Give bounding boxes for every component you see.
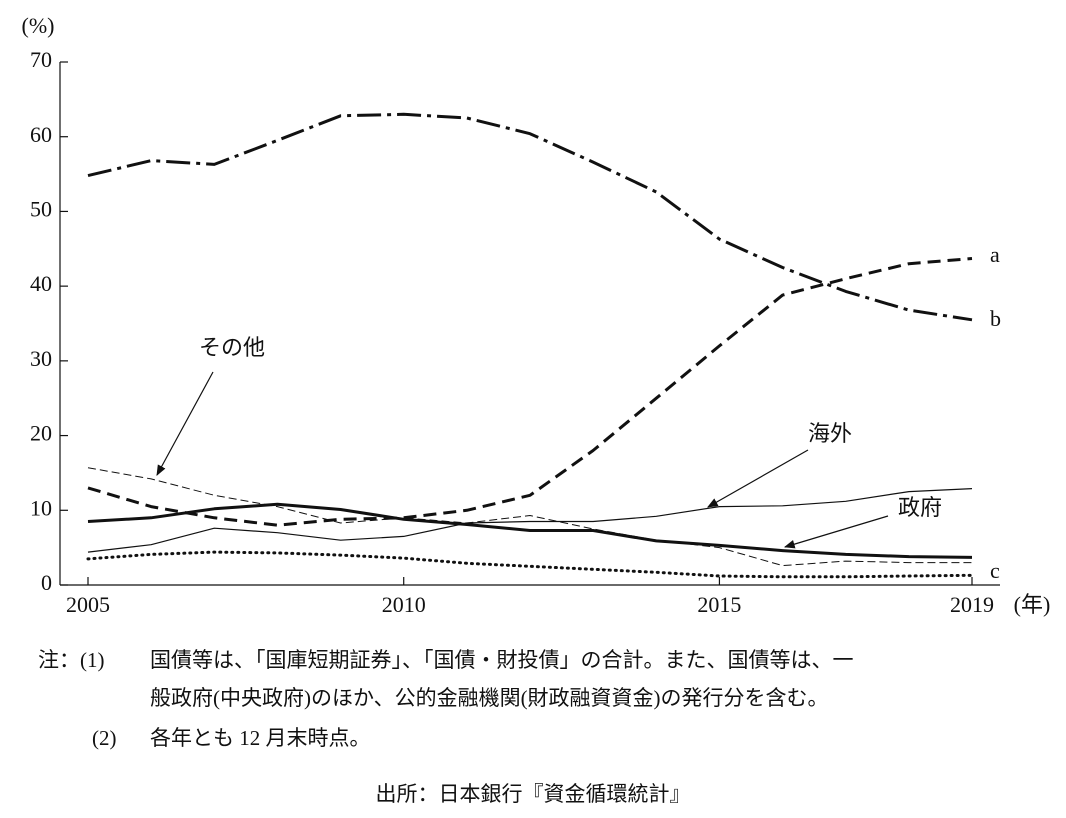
y-tick-label: 20 (30, 421, 52, 446)
x-tick-label: 2019 (950, 592, 994, 617)
label-arrow (783, 515, 889, 549)
series-label: その他 (199, 335, 265, 360)
series-line (87, 502, 973, 559)
series-label: 政府 (898, 495, 942, 520)
x-tick-label: 2005 (66, 592, 110, 617)
note-text: 国債等は、「国庫短期証券」、「国債・財投債」の合計。また、国債等は、一 (150, 648, 854, 672)
y-tick-label: 30 (30, 346, 52, 371)
series-label: a (990, 242, 1000, 267)
label-arrow (707, 449, 809, 508)
series-line (87, 467, 972, 567)
source: 出所：日本銀行『資金循環統計』 (376, 782, 691, 806)
y-tick-label: 70 (30, 47, 52, 72)
y-tick-label: 0 (41, 570, 52, 595)
y-tick-label: 60 (30, 122, 52, 147)
series-label: 海外 (808, 421, 852, 446)
series-line (87, 112, 973, 322)
label-arrow (156, 371, 214, 476)
series-label: c (990, 558, 1000, 583)
y-tick-label: 10 (30, 495, 52, 520)
note-text: 般政府(中央政府)のほか、公的金融機関(財政融資資金)の発行分を含む。 (150, 686, 829, 710)
note-text: 各年とも 12 月末時点。 (150, 726, 371, 750)
series-line (87, 257, 973, 527)
series-line (87, 488, 973, 553)
x-tick-label: 2015 (697, 592, 741, 617)
x-tick-label: 2010 (382, 592, 426, 617)
series-label: b (990, 306, 1001, 331)
series-line (86, 550, 974, 579)
y-unit: (%) (22, 13, 55, 38)
x-unit: (年) (1014, 592, 1051, 617)
y-tick-label: 50 (30, 196, 52, 221)
y-tick-label: 40 (30, 271, 52, 296)
note-label: 注：(1) (38, 648, 105, 672)
note-label: (2) (92, 726, 117, 750)
